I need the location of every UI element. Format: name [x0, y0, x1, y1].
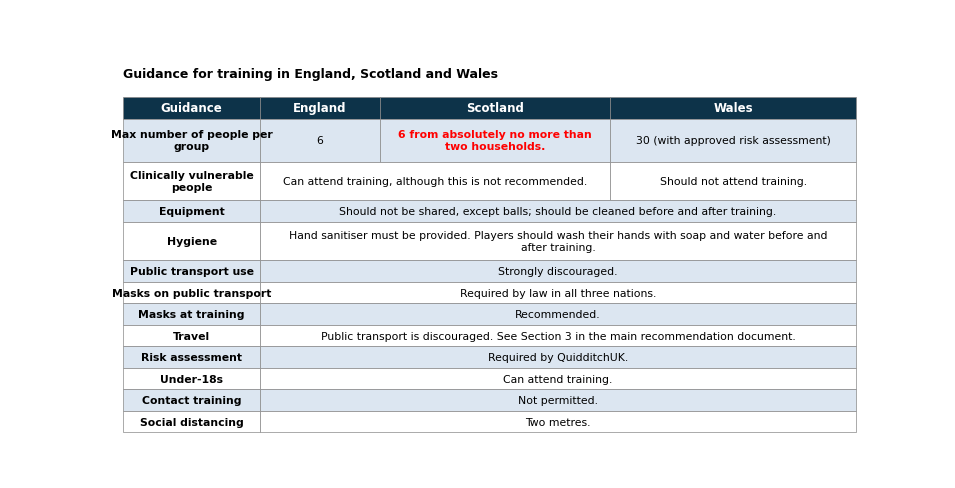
Text: Under-18s: Under-18s — [160, 374, 223, 384]
Bar — [260, 120, 379, 163]
Text: 6: 6 — [316, 136, 323, 146]
Bar — [260, 163, 610, 201]
Bar — [123, 389, 260, 411]
Text: Should not be shared, except balls; should be cleaned before and after training.: Should not be shared, except balls; shou… — [339, 206, 776, 217]
Bar — [260, 261, 856, 283]
Bar — [260, 346, 856, 368]
Text: Not permitted.: Not permitted. — [518, 395, 598, 405]
Bar — [123, 304, 260, 325]
Text: Social distancing: Social distancing — [139, 417, 244, 427]
Text: Max number of people per
group: Max number of people per group — [111, 130, 272, 152]
Bar — [610, 120, 856, 163]
Bar — [260, 411, 856, 432]
Text: Recommended.: Recommended. — [515, 309, 601, 320]
Text: Guidance for training in England, Scotland and Wales: Guidance for training in England, Scotla… — [123, 68, 499, 81]
Bar — [260, 283, 856, 304]
Text: 6 from absolutely no more than
two households.: 6 from absolutely no more than two house… — [398, 130, 592, 152]
Bar — [260, 304, 856, 325]
Text: Should not attend training.: Should not attend training. — [660, 177, 807, 186]
Text: England: England — [293, 102, 347, 115]
Bar — [123, 368, 260, 389]
Text: Hygiene: Hygiene — [166, 237, 217, 246]
Bar — [123, 120, 260, 163]
Text: Scotland: Scotland — [466, 102, 524, 115]
Bar — [123, 283, 260, 304]
Text: Clinically vulnerable
people: Clinically vulnerable people — [130, 171, 253, 192]
Text: Masks on public transport: Masks on public transport — [112, 288, 271, 298]
Bar — [260, 368, 856, 389]
Text: Can attend training.: Can attend training. — [503, 374, 613, 384]
Bar — [379, 98, 610, 120]
Bar — [123, 346, 260, 368]
Bar — [123, 325, 260, 346]
Text: 30 (with approved risk assessment): 30 (with approved risk assessment) — [636, 136, 831, 146]
Text: Travel: Travel — [173, 331, 210, 341]
Text: Wales: Wales — [713, 102, 753, 115]
Bar — [123, 411, 260, 432]
Bar — [260, 325, 856, 346]
Text: Contact training: Contact training — [142, 395, 242, 405]
Bar — [123, 201, 260, 223]
Text: Two metres.: Two metres. — [525, 417, 591, 427]
Text: Public transport is discouraged. See Section 3 in the main recommendation docume: Public transport is discouraged. See Sec… — [321, 331, 796, 341]
Bar — [610, 98, 856, 120]
Text: Guidance: Guidance — [160, 102, 223, 115]
Bar — [260, 389, 856, 411]
Text: Can attend training, although this is not recommended.: Can attend training, although this is no… — [283, 177, 587, 186]
Bar — [123, 223, 260, 261]
Text: Public transport use: Public transport use — [130, 266, 254, 277]
Text: Masks at training: Masks at training — [138, 309, 244, 320]
Bar — [260, 201, 856, 223]
Text: Required by QuidditchUK.: Required by QuidditchUK. — [488, 352, 628, 363]
Bar — [260, 98, 379, 120]
Bar — [379, 120, 610, 163]
Text: Strongly discouraged.: Strongly discouraged. — [499, 266, 618, 277]
Bar — [123, 163, 260, 201]
Bar — [123, 261, 260, 283]
Text: Hand sanitiser must be provided. Players should wash their hands with soap and w: Hand sanitiser must be provided. Players… — [288, 231, 827, 252]
Bar — [260, 223, 856, 261]
Text: Risk assessment: Risk assessment — [141, 352, 242, 363]
Bar — [610, 163, 856, 201]
Text: Required by law in all three nations.: Required by law in all three nations. — [459, 288, 656, 298]
Bar — [123, 98, 260, 120]
Text: Equipment: Equipment — [159, 206, 224, 217]
